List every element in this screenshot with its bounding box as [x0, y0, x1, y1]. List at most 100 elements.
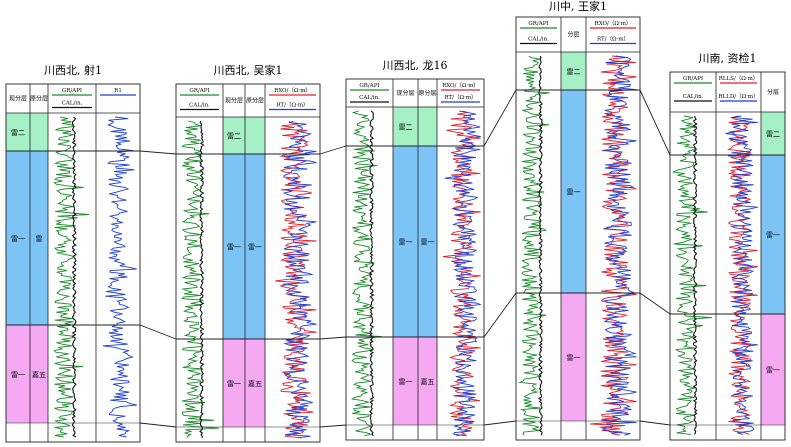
well-frame: [345, 78, 485, 441]
zone-fill: [223, 339, 245, 427]
well-title: 川南, 资检1: [699, 51, 757, 65]
zone-label: 嘉五: [248, 379, 262, 388]
curve-label: RXO/（Ω·m）: [274, 87, 311, 94]
curve-label: GR/API: [683, 76, 703, 82]
resistivity-curve: [590, 55, 637, 436]
well-title: 川西北, 射1: [44, 63, 102, 77]
zone-fill: [561, 52, 586, 90]
zone-label: 嘉五: [32, 370, 46, 379]
correlation-line: [139, 324, 177, 340]
curve-label: CAL/in.: [62, 101, 83, 107]
well-frame: [175, 83, 321, 443]
resistivity-curve: [600, 55, 637, 436]
resistivity-curve: [444, 110, 481, 437]
zone-fill: [761, 112, 785, 155]
zone-fill: [6, 113, 30, 151]
curve-label: GR/API: [359, 83, 379, 89]
well-frame: [515, 16, 641, 441]
zone-fill: [223, 154, 245, 339]
well-w3: 川西北, 龙16 GR/API CAL/in. 现分层 原分层 RXO/（Ω·m） RT/（…: [345, 59, 485, 441]
zone-label: 雷一: [567, 354, 581, 362]
curve-label: CAL/in.: [683, 94, 704, 100]
zone-column-header: 现分层: [225, 97, 243, 105]
well-title: 川西北, 吴家1: [214, 63, 283, 77]
zone-column-header: 原分层: [30, 95, 48, 103]
resistivity-curve: [442, 110, 481, 437]
zone-label: 雷二: [766, 131, 780, 139]
correlation-line: [483, 420, 517, 426]
zone-fill: [418, 337, 437, 425]
correlation-line: [483, 89, 517, 147]
zone-column-header: 原分层: [246, 97, 264, 105]
zone-label: 雷一: [248, 244, 262, 252]
zone-label: 雷一: [399, 239, 413, 247]
zone-fill: [393, 337, 418, 425]
curve-label: RXO/（Ω·m）: [595, 20, 632, 27]
curve-label: RLLD/（Ω·m）: [718, 93, 758, 100]
curve-label: GR/API: [62, 88, 82, 94]
zone-column-header: 现分层: [396, 89, 414, 97]
zone-label: 雷一: [421, 239, 435, 247]
gr-curve: [671, 115, 713, 435]
zone-column-header: 原分层: [418, 89, 436, 97]
zone-label: 嘉五: [421, 377, 435, 386]
zone-label: 雷二: [11, 129, 25, 137]
curve-label: CAL/in.: [189, 103, 210, 109]
zone-fill: [245, 339, 265, 427]
zone-label: 雷一: [766, 367, 780, 375]
curve-label: RXO/（Ω·m）: [442, 82, 479, 89]
zone-fill: [418, 107, 437, 146]
cal-curve: [537, 55, 543, 436]
correlation-line: [319, 424, 347, 428]
zone-fill: [245, 154, 265, 339]
correlation-line: [639, 420, 671, 426]
zone-label: 雷一: [567, 189, 581, 197]
zone-fill: [30, 151, 48, 325]
zone-fill: [30, 113, 48, 151]
correlation-line: [483, 292, 517, 338]
cal-curve: [692, 116, 698, 435]
zone-fill: [561, 90, 586, 293]
zone-fill: [561, 293, 586, 421]
curve-label: RT/（Ω·m）: [444, 94, 476, 101]
zone-fill: [30, 325, 48, 423]
resistivity-curve: [725, 115, 758, 435]
curve-label: CAL/in.: [528, 37, 549, 43]
zone-column-header: 分层: [567, 31, 579, 39]
cal-curve: [71, 116, 77, 438]
zone-label: 雷二: [567, 68, 581, 76]
well-title: 川西北, 龙16: [383, 59, 448, 72]
zone-column-header: 现分层: [9, 95, 27, 103]
zone-label: 雷一: [11, 235, 25, 243]
curve-label: RT/（Ω·m）: [597, 36, 629, 43]
resistivity-curve: [275, 120, 317, 439]
correlation-line: [139, 422, 177, 428]
zone-fill: [393, 107, 418, 146]
curve-label: RLLS/（Ω·m）: [719, 75, 759, 82]
correlation-lines: [139, 89, 671, 428]
gr-curve: [53, 116, 90, 438]
resistivity-curve: [282, 120, 317, 439]
zone-fill: [245, 117, 265, 154]
zone-label: 雷二: [227, 133, 241, 141]
gr-curve: [181, 120, 220, 439]
zone-column-header: 分层: [767, 88, 779, 96]
zone-fill: [6, 151, 30, 325]
correlation-line: [639, 89, 671, 156]
zone-label: 雷一: [766, 232, 780, 240]
zone-label: 雷二: [399, 124, 413, 132]
resistivity-curve: [727, 115, 758, 435]
well-title: 川中, 王家1: [549, 0, 607, 13]
zone-label: 雷一: [227, 244, 241, 252]
curve-label: RT/（Ω·m）: [276, 102, 308, 109]
curve-label: GR/API: [189, 88, 209, 94]
well-frame: [5, 83, 141, 443]
gr-curve: [518, 55, 550, 436]
gr-curve: [350, 110, 382, 437]
curve-label: R1: [114, 88, 122, 94]
correlation-line: [319, 336, 347, 340]
curve-label: CAL/in.: [359, 95, 380, 101]
curve-label: GR/API: [528, 21, 548, 27]
